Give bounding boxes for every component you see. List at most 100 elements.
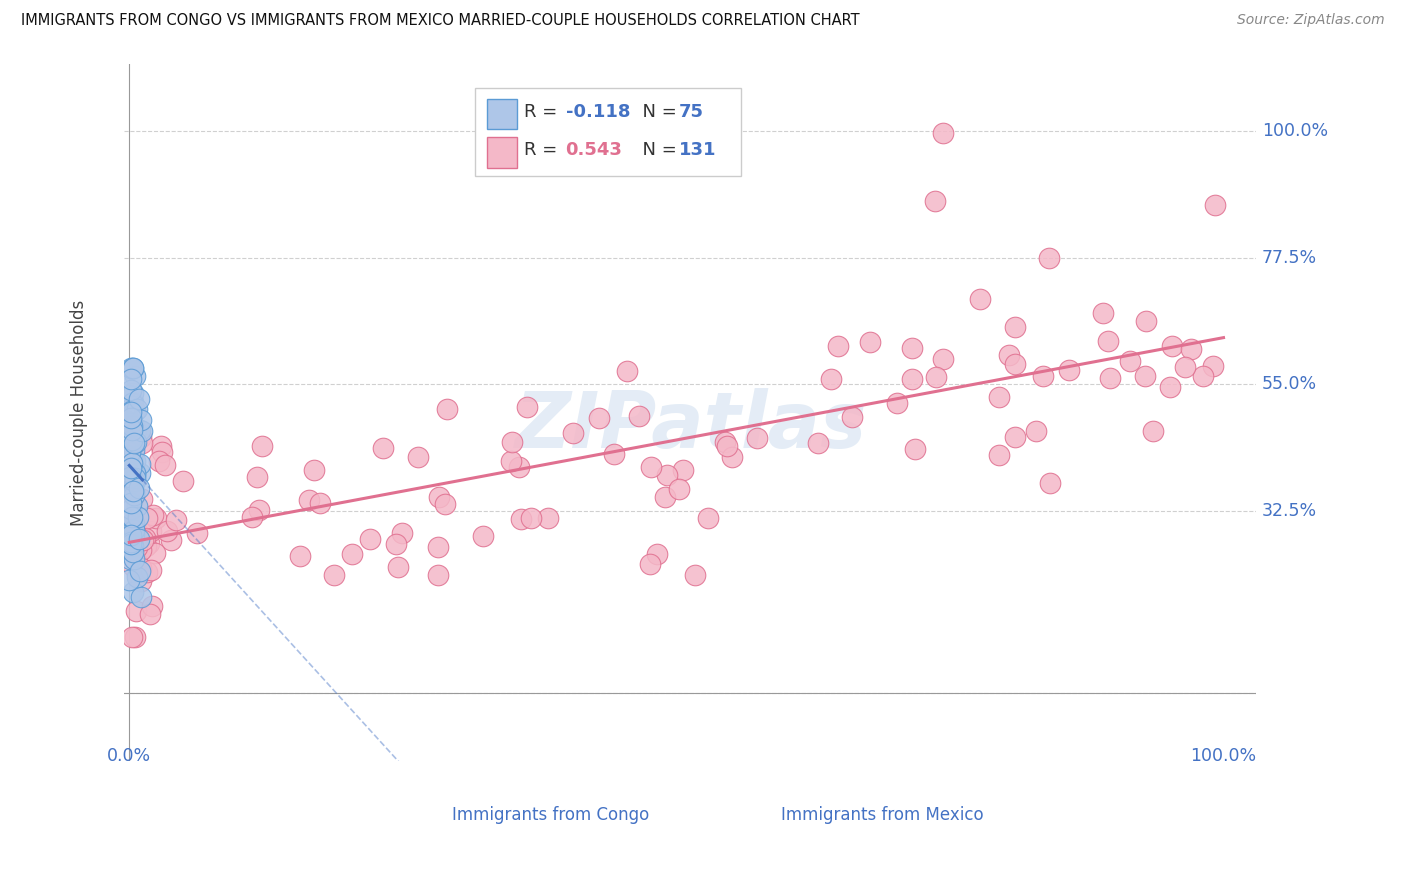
Point [603,447,626,461]
Point [124,474,146,488]
Text: Married-couple Households: Married-couple Households [69,300,87,525]
Point [988,390,1011,404]
Point [129,542,152,557]
Point [172,474,194,488]
Point [120,526,142,541]
Point [141,524,163,538]
Point [121,516,143,531]
Point [121,544,143,558]
Point [747,431,769,445]
Point [156,524,179,538]
Point [886,396,908,410]
Point [433,497,456,511]
Point [150,445,173,459]
Point [120,502,142,516]
Point [904,442,927,456]
Point [124,519,146,533]
Point [426,568,449,582]
Point [121,558,143,573]
Point [120,467,142,482]
Point [165,513,187,527]
Point [1201,359,1223,373]
Point [122,429,145,443]
Point [124,489,146,503]
Point [121,584,143,599]
Point [118,469,141,483]
Point [121,418,143,433]
Point [121,483,143,498]
Point [121,630,143,644]
Point [124,368,146,383]
Point [120,405,142,419]
Point [247,503,270,517]
Point [859,334,882,349]
Point [288,549,311,564]
Point [131,590,153,604]
Point [716,439,738,453]
Point [1142,424,1164,438]
Point [122,552,145,566]
Point [120,404,142,418]
FancyBboxPatch shape [416,799,446,829]
Point [127,509,149,524]
Point [121,433,143,447]
Point [501,434,523,449]
Point [121,423,143,437]
Point [127,402,149,417]
Point [359,532,381,546]
Point [122,483,145,498]
Point [145,511,167,525]
Point [1159,380,1181,394]
Point [129,423,152,437]
Point [124,467,146,481]
Point [1180,342,1202,356]
Point [134,531,156,545]
Point [1133,369,1156,384]
Point [132,533,155,547]
Point [139,607,162,621]
Point [118,551,141,566]
Point [122,442,145,456]
Point [122,545,145,559]
Point [1192,369,1215,384]
Text: 100.0%: 100.0% [1191,747,1257,764]
Text: 55.0%: 55.0% [1261,376,1317,393]
Point [384,537,406,551]
Point [122,527,145,541]
Point [142,508,165,522]
Point [1174,360,1197,375]
Point [436,402,458,417]
Point [520,511,543,525]
Point [148,453,170,467]
Point [121,395,143,409]
Point [125,604,148,618]
Point [655,467,678,482]
Point [124,404,146,418]
Point [128,541,150,556]
Point [988,448,1011,462]
Point [131,425,153,439]
Point [128,392,150,407]
Point [124,630,146,644]
Point [120,383,142,397]
Point [654,490,676,504]
Point [427,490,450,504]
FancyBboxPatch shape [744,799,773,829]
Point [508,460,530,475]
Point [120,461,142,475]
FancyBboxPatch shape [488,99,517,129]
Point [713,435,735,450]
Point [308,495,330,509]
Point [1161,339,1184,353]
Point [1004,430,1026,444]
Point [129,527,152,541]
Point [640,557,662,571]
Point [120,536,142,550]
Point [122,485,145,500]
Point [1031,369,1053,384]
Text: 75: 75 [679,103,704,121]
Point [150,439,173,453]
Point [186,526,208,541]
FancyBboxPatch shape [475,88,741,176]
Point [121,451,143,466]
